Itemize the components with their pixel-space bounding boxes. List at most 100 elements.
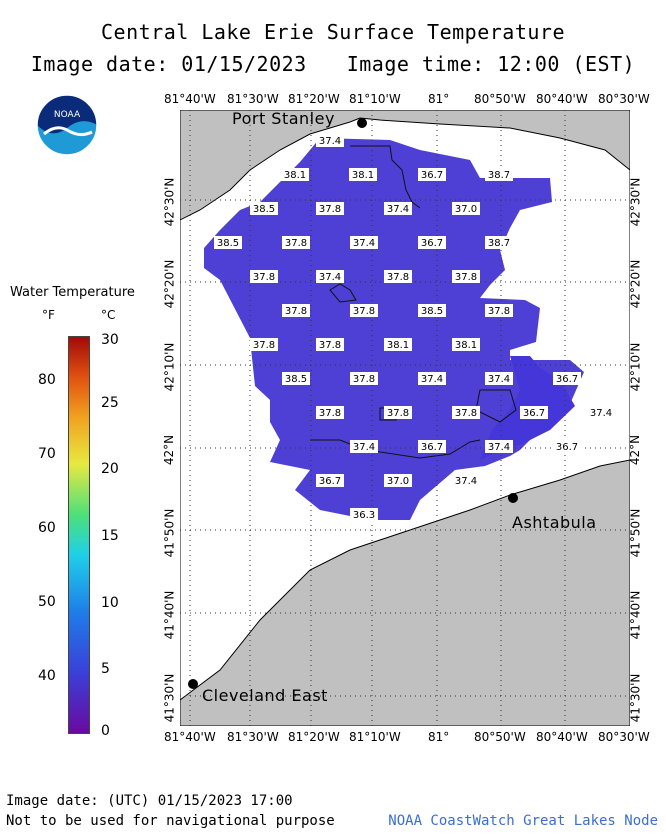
temperature-label: 37.8 (387, 408, 409, 419)
lat-label-right: 42°10'N (628, 342, 643, 392)
temperature-label: 37.8 (285, 306, 307, 317)
lat-label-right: 42°20'N (628, 259, 643, 309)
lat-label-left: 41°40'N (162, 590, 177, 640)
map-title: Central Lake Erie Surface Temperature (100, 20, 566, 44)
temperature-label-box (418, 236, 446, 249)
temperature-label-box (350, 440, 378, 453)
lon-label-top: 81°40'W (164, 92, 216, 106)
temperature-label: 37.4 (319, 272, 341, 283)
temperature-label: 37.8 (353, 306, 375, 317)
lat-label-right: 41°30'N (628, 673, 643, 723)
unit-celsius: °C (101, 308, 116, 322)
c-tick: 5 (101, 661, 110, 677)
temperature-label: 37.8 (455, 272, 477, 283)
temperature-label: 36.7 (421, 442, 443, 453)
lat-label-left: 42°20'N (162, 259, 177, 309)
temperature-label: 37.8 (253, 340, 275, 351)
temperature-label-box (485, 304, 513, 317)
temperature-label-box (349, 168, 377, 181)
image-date: Image date: 01/15/2023 (30, 52, 307, 76)
temperature-label-layer: 37.4 38.1 38.1 36.7 38.7 38.5 37.8 37.4 37.0 38.5… (214, 134, 615, 521)
c-tick: 10 (101, 595, 119, 611)
footer-credit: NOAA CoastWatch Great Lakes Node (388, 813, 658, 829)
temperature-label-box (418, 372, 446, 385)
temperature-label-box (452, 474, 480, 487)
temperature-label: 36.7 (421, 238, 443, 249)
lat-label-right: 42°N (628, 434, 643, 466)
city-label-ashtabula: Ashtabula (512, 513, 597, 532)
footer-disclaimer: Not to be used for navigational purpose (6, 813, 335, 829)
temperature-label: 38.5 (217, 238, 239, 249)
f-tick: 60 (38, 520, 56, 536)
temperature-label-box (418, 304, 446, 317)
c-tick: 25 (101, 395, 119, 411)
temperature-label: 38.5 (253, 204, 275, 215)
lon-label-bottom: 81°10'W (349, 730, 401, 744)
temperature-label-box (485, 168, 513, 181)
lat-label-left: 41°50'N (162, 508, 177, 558)
temperature-label-box (553, 372, 581, 385)
image-datetime: Image date: 01/15/2023 Image time: 12:00 … (0, 52, 666, 76)
temperature-label: 38.1 (352, 170, 374, 181)
city-label-port-stanley: Port Stanley (232, 109, 335, 128)
temperature-label: 38.7 (488, 238, 510, 249)
temperature-label: 37.8 (353, 374, 375, 385)
temperature-label-box (316, 338, 344, 351)
lon-label-top: 81° (428, 92, 450, 106)
temperature-label: 36.7 (319, 476, 341, 487)
temperature-label-box (282, 236, 310, 249)
lake-erie-map: 37.4 38.1 38.1 36.7 38.7 38.5 37.8 37.4 37.0 38.5… (180, 110, 630, 726)
lon-label-top: 81°20'W (288, 92, 340, 106)
temperature-label: 37.8 (253, 272, 275, 283)
c-tick: 0 (101, 723, 110, 739)
temperature-label: 37.4 (319, 136, 341, 147)
lon-label-bottom: 80°50'W (474, 730, 526, 744)
temperature-label-box (452, 270, 480, 283)
temperature-label-box (384, 270, 412, 283)
temperature-label: 38.1 (284, 170, 306, 181)
temperature-label-box (485, 372, 513, 385)
temperature-label-box (384, 202, 412, 215)
lat-label-left: 42°10'N (162, 342, 177, 392)
lat-label-left: 42°N (162, 434, 177, 466)
lat-label-right: 41°50'N (628, 508, 643, 558)
logo-text: NOAA (54, 110, 81, 120)
temperature-label: 38.1 (455, 340, 477, 351)
c-tick: 15 (101, 528, 119, 544)
temperature-label: 38.7 (488, 170, 510, 181)
isotherm-contour (310, 439, 481, 459)
lon-label-top: 80°50'W (474, 92, 526, 106)
temperature-label: 37.8 (488, 306, 510, 317)
f-tick: 70 (38, 446, 56, 462)
temperature-label: 37.8 (387, 272, 409, 283)
temperature-label-box (316, 270, 344, 283)
lon-label-top: 80°30'W (598, 92, 650, 106)
temperature-label: 36.7 (523, 408, 545, 419)
temperature-label-box (250, 202, 278, 215)
temperature-label: 37.8 (319, 204, 341, 215)
cleveland-east-marker (188, 679, 198, 689)
temperature-label: 38.5 (285, 374, 307, 385)
image-time: Image time: 12:00 (EST) (346, 52, 636, 76)
unit-fahrenheit: °F (42, 308, 55, 322)
temperature-label-box (316, 134, 344, 147)
temperature-label: 37.4 (421, 374, 443, 385)
temperature-label-box (282, 304, 310, 317)
temperature-label: 37.8 (455, 408, 477, 419)
legend-title: Water Temperature (10, 285, 135, 300)
temperature-label-box (418, 168, 446, 181)
temperature-label: 37.4 (353, 442, 375, 453)
temperature-label-box (452, 338, 480, 351)
north-shore-land (180, 110, 630, 221)
temperature-label-box (384, 338, 412, 351)
temperature-label-box (587, 406, 615, 419)
temperature-label-box (485, 236, 513, 249)
temperature-label-box (350, 372, 378, 385)
city-label-cleveland-east: Cleveland East (202, 686, 328, 705)
lat-label-right: 41°40'N (628, 590, 643, 640)
temperature-label-box (250, 338, 278, 351)
f-tick: 80 (38, 372, 56, 388)
f-tick: 40 (38, 668, 56, 684)
temperature-label-box (316, 474, 344, 487)
temperature-label: 38.1 (387, 340, 409, 351)
